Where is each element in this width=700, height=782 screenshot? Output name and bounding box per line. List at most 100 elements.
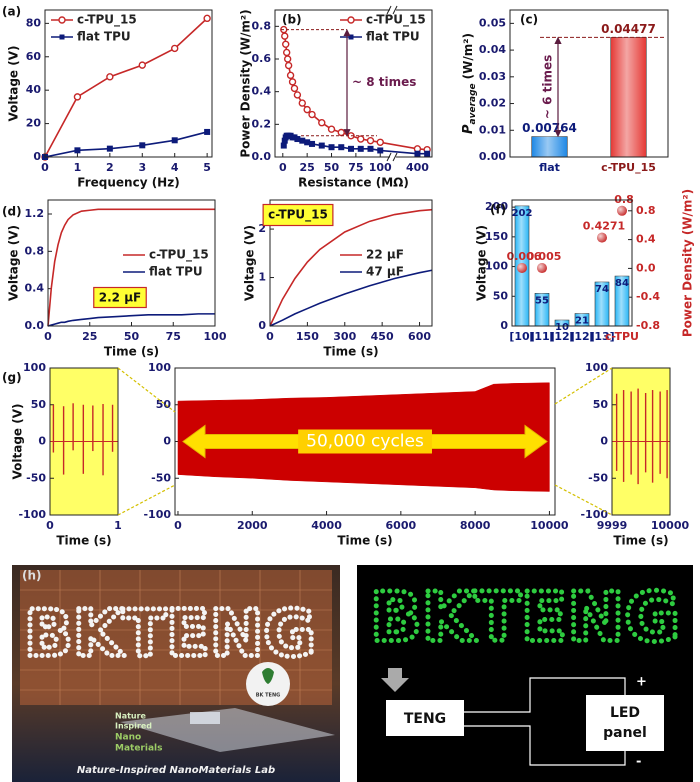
axis-frame bbox=[269, 199, 433, 327]
point bbox=[74, 147, 81, 154]
series-line bbox=[44, 131, 208, 158]
y-tick-label: 0 bbox=[33, 150, 41, 163]
led-box bbox=[586, 695, 664, 751]
value-label: 84 bbox=[615, 278, 629, 289]
point bbox=[294, 136, 301, 143]
x-tick-label: 8000 bbox=[460, 519, 491, 532]
point bbox=[203, 14, 211, 23]
point-shine bbox=[517, 262, 527, 273]
legend-label: c-TPU_15 bbox=[366, 13, 426, 28]
point bbox=[281, 32, 289, 40]
point bbox=[139, 142, 146, 149]
point bbox=[328, 144, 335, 151]
x-tick-label: 100 bbox=[204, 330, 227, 343]
point-shine bbox=[597, 232, 607, 243]
led-demo-panel: BKTENG TENG LED panel + - bbox=[357, 565, 693, 782]
y-tick-label: 50 bbox=[31, 398, 47, 411]
point-shine bbox=[537, 263, 547, 274]
x-tick-label: 75 bbox=[166, 330, 181, 343]
value-label: 0.04477 bbox=[601, 22, 656, 36]
axis-frame bbox=[174, 367, 556, 516]
annotation-box bbox=[262, 203, 334, 227]
x-tick-label: 9999 bbox=[597, 519, 628, 532]
panel-label: (d) bbox=[2, 205, 22, 219]
lab-logo: Materials bbox=[115, 744, 162, 754]
annotation-box bbox=[298, 429, 432, 454]
y-tick-label: 20 bbox=[26, 117, 42, 130]
x-axis-label: Time (s) bbox=[104, 345, 159, 359]
x-tick-label: 10000 bbox=[530, 519, 569, 532]
plus-sign: + bbox=[636, 675, 647, 690]
value-label: 10 bbox=[555, 322, 569, 333]
y-tick-label: 0.04 bbox=[479, 43, 506, 56]
panel-label: (f) bbox=[490, 203, 506, 217]
lab-logo: Inspired bbox=[115, 722, 152, 731]
y-tick-label: 100 bbox=[485, 260, 508, 273]
legend-label: flat TPU bbox=[77, 30, 131, 44]
y-axis-label: Voltage (V) bbox=[7, 225, 21, 301]
point bbox=[171, 44, 179, 53]
x-axis-label: Time (s) bbox=[56, 534, 111, 548]
x-tick-label: c-TPU bbox=[605, 330, 639, 343]
y-tick-label: 0.03 bbox=[479, 70, 506, 83]
point bbox=[337, 128, 345, 137]
point bbox=[282, 40, 290, 48]
x-tick-label: 0 bbox=[41, 161, 49, 174]
x-tick-label: 10000 bbox=[651, 519, 690, 532]
y-axis-label-unit: (W/m²) bbox=[461, 33, 475, 79]
series-line bbox=[47, 208, 215, 327]
x-tick-label: [10] bbox=[509, 330, 534, 343]
point bbox=[283, 55, 292, 63]
panel-label: (g) bbox=[2, 371, 22, 385]
y-tick-label: 1 bbox=[258, 271, 266, 284]
point bbox=[327, 125, 336, 133]
y-tick-label: 50 bbox=[156, 398, 172, 411]
minus-sign: - bbox=[636, 755, 641, 770]
y-axis-label-symbol: P bbox=[461, 124, 476, 134]
device-clip bbox=[190, 712, 220, 724]
led-display-text: BKTENG bbox=[370, 579, 680, 658]
x-tick-label: 0 bbox=[266, 330, 274, 343]
point-shine bbox=[617, 205, 627, 216]
point bbox=[282, 48, 291, 57]
y-tick-label: 0 bbox=[38, 435, 46, 448]
x-tick-label: 150 bbox=[296, 330, 319, 343]
x-tick-label: 0 bbox=[44, 330, 52, 343]
x-tick-label: 0 bbox=[174, 519, 182, 532]
y-tick-label: 100 bbox=[585, 361, 608, 374]
legend-label: c-TPU_15 bbox=[77, 13, 137, 28]
y-axis-label: Voltage (V) bbox=[11, 404, 25, 480]
legend-marker bbox=[59, 34, 65, 40]
bar-shine bbox=[535, 293, 549, 326]
y-tick-label: 0.8 bbox=[252, 19, 272, 32]
y2-tick-label: -0.4 bbox=[636, 290, 660, 303]
y-tick-label: 0.05 bbox=[479, 16, 506, 29]
point bbox=[304, 139, 311, 146]
point-label: 0.005 bbox=[527, 250, 562, 263]
x-tick-label: 0 bbox=[46, 519, 54, 532]
annotation-box bbox=[93, 286, 147, 309]
y-tick-label: 1.2 bbox=[25, 207, 45, 220]
series-line bbox=[44, 17, 208, 158]
y-tick-label: 0.8 bbox=[25, 244, 45, 257]
legend-label: 22 µF bbox=[366, 248, 404, 262]
y-tick-label: 100 bbox=[148, 361, 171, 374]
point bbox=[73, 93, 82, 101]
value-label: 202 bbox=[512, 208, 533, 219]
point-label: 0.8 bbox=[614, 193, 634, 206]
lab-logo: Nano bbox=[115, 733, 141, 743]
y-tick-label: 0.4 bbox=[25, 282, 45, 295]
annotation: 50,000 cycles bbox=[306, 432, 424, 452]
point bbox=[367, 145, 374, 152]
x-axis-label: Time (s) bbox=[613, 534, 668, 548]
y-tick-label: 2 bbox=[258, 222, 266, 235]
value-label: 0.00764 bbox=[522, 121, 577, 135]
x-axis-label: Time (s) bbox=[323, 345, 378, 359]
legend-label: flat TPU bbox=[149, 265, 203, 279]
y-tick-label: 40 bbox=[26, 83, 42, 96]
guide-line bbox=[281, 29, 377, 137]
legend-label: c-TPU_15 bbox=[149, 248, 209, 263]
annotation: ~ 8 times bbox=[352, 75, 416, 89]
point bbox=[106, 145, 113, 152]
